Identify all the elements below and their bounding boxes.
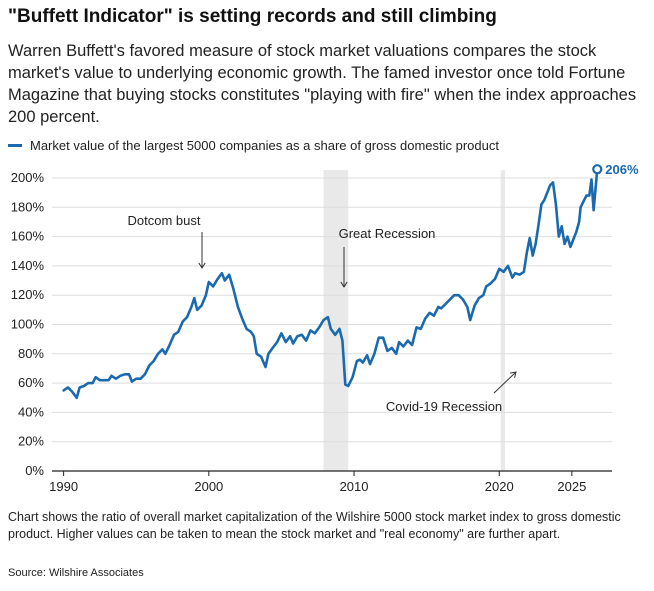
chart-subtitle: Warren Buffett's favored measure of stoc… [8,42,637,126]
y-tick-label: 140% [11,258,45,273]
annotation-arrow-great-recession-head [340,281,348,288]
x-tick-label: 2020 [485,479,514,494]
legend-label: Market value of the largest 5000 compani… [30,138,499,153]
annotation-arrow-covid-head [510,371,517,378]
y-tick-label: 40% [18,404,44,419]
end-point-marker [592,164,603,175]
y-tick-label: 0% [25,463,44,478]
shaded-band-great-recession [323,170,349,471]
legend: Market value of the largest 5000 compani… [8,138,499,153]
y-tick-label: 60% [18,375,44,390]
y-tick-label: 100% [11,317,45,332]
chart-caption: Chart shows the ratio of overall market … [8,510,621,541]
annotation-arrow-covid [493,371,517,394]
y-tick-label: 80% [18,346,44,361]
legend-swatch [8,144,22,147]
y-tick-label: 200% [11,170,45,185]
shaded-band-covid [500,170,506,471]
x-tick-label: 2000 [194,479,223,494]
y-tick-label: 120% [11,287,45,302]
annotation-dotcom-bust: Dotcom bust [128,213,201,228]
y-tick-label: 160% [11,229,45,244]
series-line [62,167,599,400]
y-tick-label: 180% [11,199,45,214]
y-tick-label: 20% [18,434,44,449]
annotation-covid-19-recession: Covid-19 Recession [386,399,502,414]
x-tick-label: 2010 [340,479,369,494]
x-tick-label: 1990 [49,479,78,494]
end-value-label: 206% [605,162,639,177]
source-note: Source: Wilshire Associates [8,567,144,579]
annotation-great-recession: Great Recession [339,226,436,241]
chart-title: "Buffett Indicator" is setting records a… [8,6,497,27]
x-tick-label: 2025 [557,479,586,494]
annotation-arrow-dotcom-head [198,262,206,269]
